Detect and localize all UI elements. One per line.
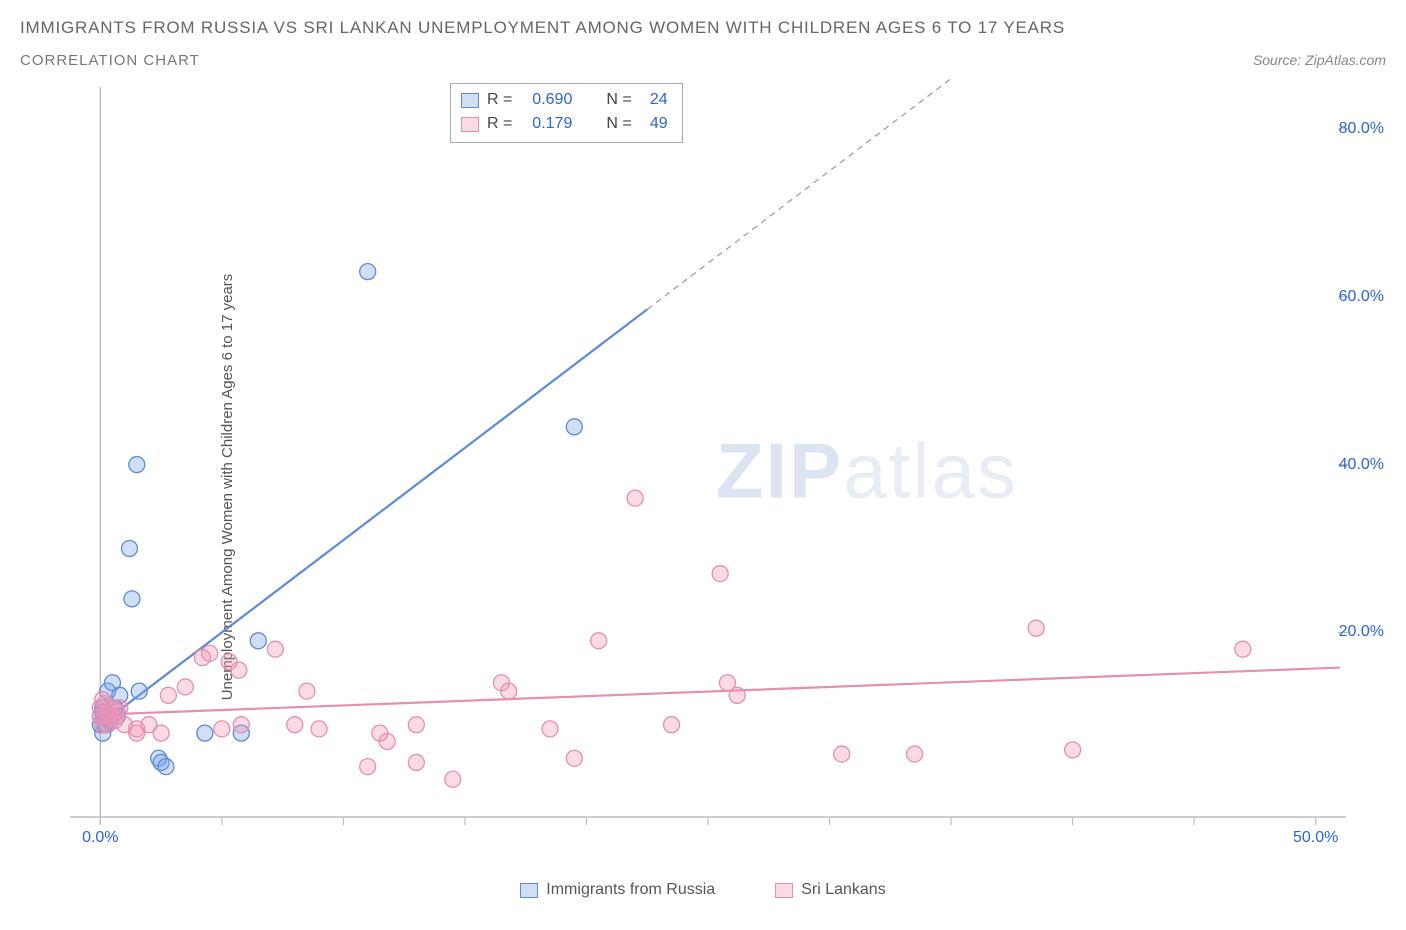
n-value: 24	[640, 88, 668, 112]
r-value: 0.690	[520, 88, 572, 112]
legend-item: Immigrants from Russia	[520, 881, 715, 899]
source-label: Source: ZipAtlas.com	[1253, 52, 1386, 68]
r-label: R =	[487, 88, 512, 112]
y-tick-label: 20.0%	[1339, 623, 1384, 641]
n-label: N =	[606, 112, 631, 136]
r-label: R =	[487, 112, 512, 136]
header: IMMIGRANTS FROM RUSSIA VS SRI LANKAN UNE…	[0, 0, 1406, 69]
page-subtitle: CORRELATION CHART	[20, 52, 200, 69]
stats-row: R = 0.179 N = 49	[461, 112, 668, 136]
chart-container: Unemployment Among Women with Children A…	[20, 77, 1386, 897]
y-tick-label: 80.0%	[1339, 120, 1384, 138]
n-label: N =	[606, 88, 631, 112]
legend-swatch	[520, 883, 538, 898]
n-value: 49	[640, 112, 668, 136]
legend-label: Sri Lankans	[801, 881, 886, 899]
r-value: 0.179	[520, 112, 572, 136]
y-tick-label: 60.0%	[1339, 288, 1384, 306]
legend-swatch	[775, 883, 793, 898]
legend-swatch	[461, 93, 479, 108]
page-title: IMMIGRANTS FROM RUSSIA VS SRI LANKAN UNE…	[20, 18, 1386, 38]
x-tick-start: 0.0%	[82, 829, 118, 847]
y-tick-label: 40.0%	[1339, 456, 1384, 474]
x-tick-end: 50.0%	[1293, 829, 1338, 847]
scatter-plot	[60, 77, 1386, 867]
legend-label: Immigrants from Russia	[546, 881, 715, 899]
series-legend: Immigrants from Russia Sri Lankans	[20, 881, 1386, 899]
legend-swatch	[461, 117, 479, 132]
legend-item: Sri Lankans	[775, 881, 886, 899]
stats-row: R = 0.690 N = 24	[461, 88, 668, 112]
correlation-stats-box: R = 0.690 N = 24 R = 0.179 N = 49	[450, 83, 683, 143]
